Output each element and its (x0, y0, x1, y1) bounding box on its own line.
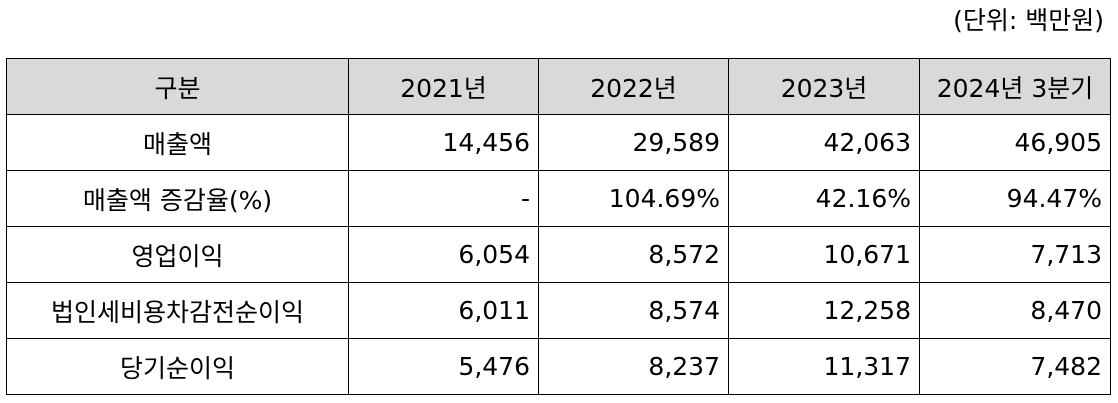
table-cell: 5,476 (348, 338, 539, 395)
table-cell: 94.47% (919, 170, 1111, 227)
row-label: 당기순이익 (6, 338, 349, 395)
table-cell: 14,456 (348, 114, 539, 171)
table-row-operating-income: 영업이익 6,054 8,572 10,671 7,713 (6, 226, 1111, 283)
table-header-row: 구분 2021년 2022년 2023년 2024년 3분기 (6, 58, 1111, 115)
financial-table: 구분 2021년 2022년 2023년 2024년 3분기 매출액 14,45… (6, 58, 1111, 395)
table-cell: 104.69% (538, 170, 729, 227)
table-cell: 8,572 (538, 226, 729, 283)
table-cell: 8,237 (538, 338, 729, 395)
table-cell: 11,317 (728, 338, 920, 395)
table-row-net-income: 당기순이익 5,476 8,237 11,317 7,482 (6, 338, 1111, 395)
table-row-pretax-income: 법인세비용차감전순이익 6,011 8,574 12,258 8,470 (6, 282, 1111, 339)
column-header-2024-q3: 2024년 3분기 (919, 58, 1111, 115)
table-cell: 29,589 (538, 114, 729, 171)
row-label: 매출액 증감율(%) (6, 170, 349, 227)
table-cell: 7,713 (919, 226, 1111, 283)
row-label: 영업이익 (6, 226, 349, 283)
column-header-category: 구분 (6, 58, 349, 115)
row-label: 법인세비용차감전순이익 (6, 282, 349, 339)
table-row-revenue: 매출액 14,456 29,589 42,063 46,905 (6, 114, 1111, 171)
table-cell: 7,482 (919, 338, 1111, 395)
table-cell: 6,011 (348, 282, 539, 339)
table-cell: - (348, 170, 539, 227)
unit-note: (단위: 백만원) (953, 6, 1104, 35)
table-row-revenue-growth: 매출액 증감율(%) - 104.69% 42.16% 94.47% (6, 170, 1111, 227)
table-cell: 8,574 (538, 282, 729, 339)
table-cell: 8,470 (919, 282, 1111, 339)
column-header-2022: 2022년 (538, 58, 729, 115)
table-cell: 42,063 (728, 114, 920, 171)
table-cell: 6,054 (348, 226, 539, 283)
table-cell: 12,258 (728, 282, 920, 339)
row-label: 매출액 (6, 114, 349, 171)
column-header-2023: 2023년 (728, 58, 920, 115)
table-cell: 10,671 (728, 226, 920, 283)
column-header-2021: 2021년 (348, 58, 539, 115)
table-cell: 42.16% (728, 170, 920, 227)
table-cell: 46,905 (919, 114, 1111, 171)
